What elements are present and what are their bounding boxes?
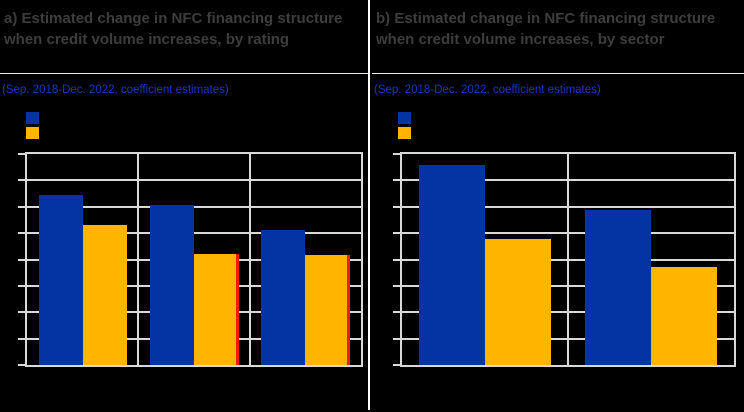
bar-group (402, 154, 568, 365)
y-axis-tick (18, 153, 25, 155)
y-axis-tick (18, 179, 25, 182)
panel-b-plot (393, 152, 736, 367)
group-separator (137, 154, 140, 365)
legend-item-blue (398, 112, 416, 124)
y-axis-tick (18, 284, 25, 287)
gridline (27, 232, 361, 235)
bar-blue (38, 195, 83, 365)
gridline (27, 179, 361, 182)
y-axis-tick (393, 258, 400, 261)
significance-red-edge (235, 254, 239, 365)
bar-group (568, 154, 734, 365)
bar-blue (150, 205, 194, 365)
bar-yellow (485, 239, 551, 365)
gridline (27, 205, 361, 208)
title-divider (372, 73, 744, 74)
group-separator (248, 154, 251, 365)
panel-b-legend (398, 112, 416, 142)
title-divider (0, 73, 368, 74)
y-axis-tick (18, 337, 25, 340)
panel-b: b) Estimated change in NFC financing str… (372, 0, 744, 412)
yellow-square-icon (26, 127, 39, 139)
panel-a: a) Estimated change in NFC financing str… (0, 0, 368, 412)
bar-group (138, 154, 249, 365)
bar-yellow (82, 224, 127, 365)
blue-square-icon (26, 112, 39, 124)
significance-red-edge (347, 255, 351, 365)
y-axis-tick (18, 311, 25, 314)
legend-item-yellow (26, 127, 44, 139)
y-axis-tick (393, 284, 400, 287)
bar-blue (585, 209, 651, 365)
y-axis-tick (393, 179, 400, 182)
group-separator (567, 154, 569, 365)
panel-divider (368, 0, 370, 410)
bar-yellow (305, 255, 351, 365)
bar-group (250, 154, 361, 365)
panel-b-title: b) Estimated change in NFC financing str… (376, 10, 716, 48)
y-axis-tick (393, 364, 400, 366)
bar-yellow (651, 266, 717, 365)
y-axis-tick (18, 364, 25, 366)
y-axis-tick (393, 232, 400, 235)
legend-item-blue (26, 112, 44, 124)
yellow-square-icon (398, 127, 411, 139)
y-axis-tick (18, 205, 25, 208)
y-axis-tick (18, 232, 25, 235)
y-axis-tick (393, 205, 400, 208)
y-axis-tick (393, 337, 400, 340)
panel-a-legend (26, 112, 44, 142)
panel-a-subtitle: (Sep. 2018-Dec. 2022, coefficient estima… (2, 84, 229, 96)
panel-b-subtitle: (Sep. 2018-Dec. 2022, coefficient estima… (374, 84, 601, 96)
panel-a-plot (18, 152, 363, 367)
y-axis-tick (18, 258, 25, 261)
bar-group (27, 154, 138, 365)
bar-yellow (193, 254, 239, 365)
bar-blue (419, 164, 485, 365)
y-axis-tick (393, 153, 400, 155)
y-axis-tick (393, 311, 400, 314)
blue-square-icon (398, 112, 411, 124)
bar-blue (261, 230, 306, 365)
panel-a-title: a) Estimated change in NFC financing str… (4, 10, 343, 48)
legend-item-yellow (398, 127, 416, 139)
